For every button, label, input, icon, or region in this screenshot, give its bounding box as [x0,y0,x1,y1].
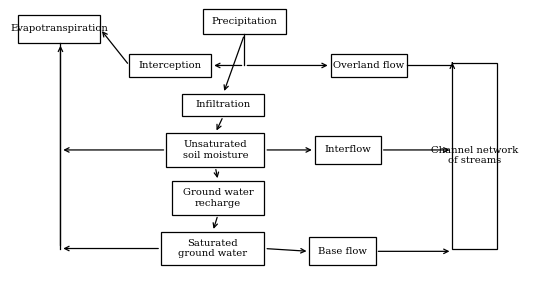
Text: Evapotranspiration: Evapotranspiration [10,24,108,33]
Text: Infiltration: Infiltration [195,100,251,110]
FancyBboxPatch shape [172,181,264,215]
Text: Interflow: Interflow [324,145,371,155]
Text: Overland flow: Overland flow [333,61,405,70]
FancyBboxPatch shape [204,9,286,35]
FancyBboxPatch shape [182,94,264,116]
FancyBboxPatch shape [166,133,264,167]
Text: Precipitation: Precipitation [212,17,277,26]
Text: Unsaturated
soil moisture: Unsaturated soil moisture [182,140,248,160]
Text: Interception: Interception [139,61,202,70]
FancyBboxPatch shape [310,237,376,265]
Text: Base flow: Base flow [318,247,367,256]
FancyBboxPatch shape [129,54,211,77]
Text: Ground water
recharge: Ground water recharge [182,188,254,207]
FancyBboxPatch shape [161,231,264,265]
Text: Saturated
ground water: Saturated ground water [178,239,247,258]
Text: Channel network
of streams: Channel network of streams [431,146,519,165]
FancyBboxPatch shape [314,136,381,164]
FancyBboxPatch shape [452,63,497,248]
FancyBboxPatch shape [18,15,100,43]
FancyBboxPatch shape [331,54,407,77]
